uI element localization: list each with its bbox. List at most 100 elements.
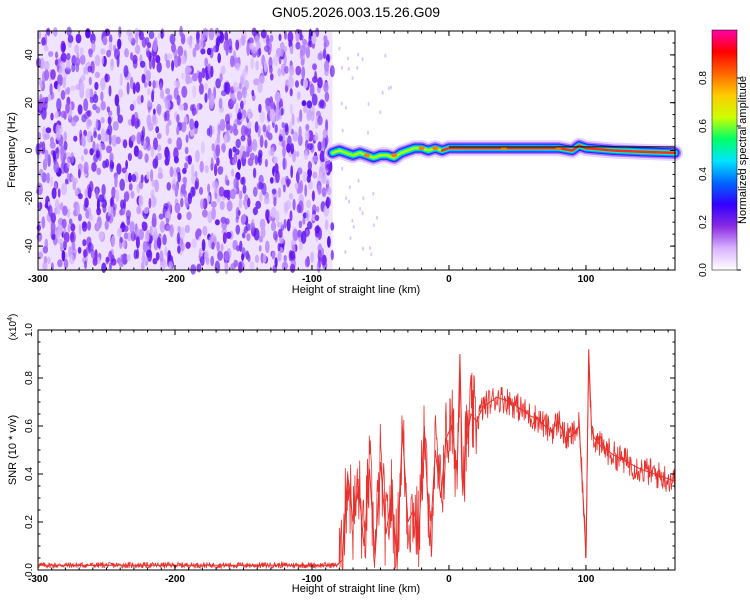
noise-cell <box>194 177 200 189</box>
snr-background <box>38 330 675 570</box>
noise-cell <box>50 221 56 234</box>
noise-cell <box>152 115 158 126</box>
noise-cell <box>219 72 223 83</box>
colorbar-label: Normalized spectral amplitude <box>737 76 749 224</box>
noise-cell <box>290 143 295 155</box>
noise-speck <box>338 46 341 51</box>
y-tick-label: 40 <box>24 49 35 61</box>
colorbar-ticks: 0.0 0.2 0.4 0.6 0.8 <box>698 29 741 277</box>
noise-cell <box>125 172 129 183</box>
noise-cell <box>173 80 179 87</box>
noise-cell <box>97 133 102 141</box>
noise-cell <box>184 146 189 155</box>
noise-cell <box>128 183 133 191</box>
noise-cell <box>114 175 118 188</box>
noise-cell <box>146 42 152 49</box>
noise-cell <box>77 104 83 115</box>
noise-cell <box>283 184 286 193</box>
noise-cell <box>290 165 294 179</box>
noise-cell <box>74 188 78 197</box>
noise-cell <box>270 221 277 232</box>
noise-cell <box>284 65 289 74</box>
noise-cell <box>41 107 47 120</box>
signal-hotspot <box>432 146 439 151</box>
noise-cell <box>300 230 307 244</box>
noise-cell <box>184 224 190 234</box>
noise-cell <box>94 71 101 79</box>
noise-cell <box>264 45 270 52</box>
noise-cell <box>75 33 82 44</box>
noise-cell <box>143 139 147 150</box>
noise-speck <box>351 218 354 223</box>
noise-cell <box>260 226 266 238</box>
noise-cell <box>150 146 155 158</box>
noise-cell <box>80 82 85 92</box>
noise-cell <box>255 200 262 209</box>
colorbar: 0.0 0.2 0.4 0.6 0.8 Normalized spectral ampl… <box>698 29 749 277</box>
noise-speck <box>347 66 350 71</box>
noise-cell <box>223 134 228 144</box>
noise-cell <box>240 35 246 46</box>
noise-cell <box>111 235 116 247</box>
snr-panel: -300 -200 -100 0 100 0.0 0.2 0.4 0.6 0.8 1.0 Heig… <box>7 314 676 595</box>
noise-cell <box>71 63 76 73</box>
noise-cell <box>306 100 313 109</box>
noise-cell <box>100 91 104 102</box>
noise-speck <box>361 211 364 216</box>
noise-cell <box>61 250 66 262</box>
noise-cell <box>202 209 208 218</box>
colorbar-gradient <box>712 30 737 270</box>
noise-cell <box>60 52 67 63</box>
noise-cell <box>78 223 82 235</box>
y-tick-label: 0.4 <box>24 467 35 481</box>
noise-cell <box>244 194 249 202</box>
noise-cell <box>288 193 294 200</box>
noise-cell <box>312 76 318 83</box>
noise-cell <box>268 215 272 222</box>
noise-speck <box>349 236 352 241</box>
noise-cell <box>308 32 312 46</box>
noise-cell <box>198 247 203 257</box>
noise-cell <box>127 153 132 161</box>
noise-cell <box>159 220 166 233</box>
noise-cell <box>210 201 217 208</box>
noise-cell <box>240 75 245 86</box>
noise-cell <box>259 135 264 148</box>
noise-cell <box>240 125 247 137</box>
noise-cell <box>109 159 114 173</box>
noise-cell <box>60 90 66 100</box>
noise-cell <box>214 219 220 226</box>
noise-cell <box>138 228 144 241</box>
noise-cell <box>224 261 229 275</box>
noise-cell <box>299 29 303 41</box>
noise-cell <box>254 154 259 165</box>
noise-cell <box>44 149 49 161</box>
noise-cell <box>104 73 109 83</box>
colorbar-tick-label: 0.8 <box>698 71 709 85</box>
noise-cell <box>314 225 320 234</box>
noise-cell <box>70 117 77 127</box>
noise-cell <box>49 141 56 149</box>
noise-cell <box>273 54 279 67</box>
noise-cell <box>204 164 209 174</box>
noise-cell <box>189 127 195 137</box>
noise-cell <box>67 34 74 43</box>
noise-cell <box>199 186 203 195</box>
noise-cell <box>251 27 257 37</box>
noise-cell <box>70 85 76 92</box>
noise-cell <box>200 256 205 267</box>
noise-cell <box>182 102 188 111</box>
noise-cell <box>70 233 75 243</box>
noise-cell <box>194 170 198 179</box>
noise-cell <box>180 197 184 208</box>
noise-cell <box>181 86 188 98</box>
noise-cell <box>289 64 295 76</box>
noise-cell <box>219 200 225 211</box>
noise-cell <box>205 72 209 81</box>
noise-cell <box>176 137 183 151</box>
noise-cell <box>141 261 145 271</box>
noise-cell <box>238 198 243 209</box>
noise-cell <box>208 27 215 41</box>
noise-cell <box>215 144 221 157</box>
noise-cell <box>59 60 66 73</box>
